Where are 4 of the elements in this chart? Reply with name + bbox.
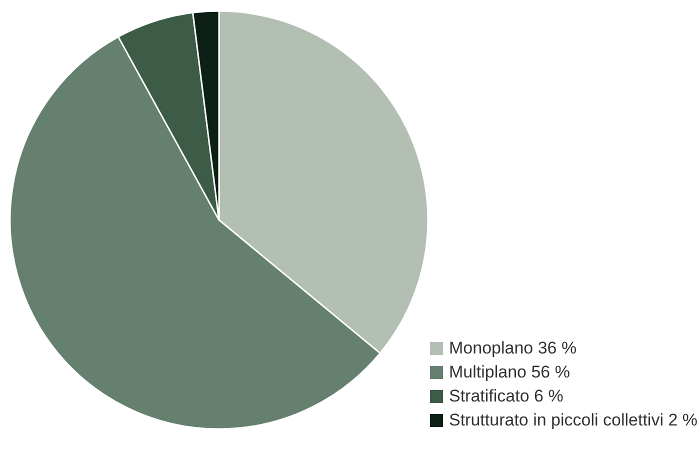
legend-label: Monoplano 36 % [449, 338, 577, 358]
legend-label: Strutturato in piccoli collettivi 2 % [449, 410, 698, 430]
legend-label: Multiplano 56 % [449, 362, 570, 382]
legend-label: Stratificato 6 % [449, 386, 564, 406]
